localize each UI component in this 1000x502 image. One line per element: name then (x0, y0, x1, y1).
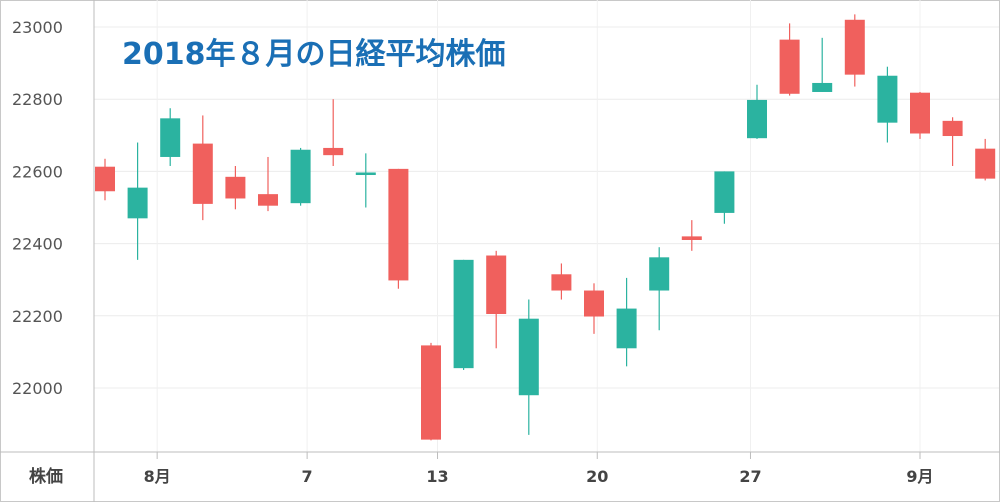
candle (942, 117, 963, 166)
x-tick-label: 13 (426, 467, 448, 486)
candle-body (584, 290, 604, 317)
candle-body (681, 236, 702, 240)
candle (453, 259, 474, 370)
candle-body (290, 149, 311, 204)
candle-body (453, 259, 474, 369)
candles (95, 14, 996, 441)
candle (910, 91, 930, 139)
candle (616, 277, 637, 367)
y-tick-label: 22000 (12, 379, 63, 398)
candle-body (421, 345, 441, 440)
x-tick-label: 20 (586, 467, 608, 486)
candle (421, 342, 441, 441)
candle (649, 247, 670, 331)
candle-body (714, 171, 735, 213)
candle (779, 23, 800, 96)
candle (486, 250, 507, 349)
candle-body (779, 39, 800, 94)
candle (225, 165, 246, 210)
x-tick-label: 7 (302, 467, 313, 486)
candle (127, 142, 148, 260)
candle-body (649, 257, 670, 291)
candle (877, 66, 898, 143)
candle-body (127, 187, 148, 219)
candle-body (975, 148, 996, 179)
candle (388, 168, 409, 289)
candle-body (747, 99, 767, 139)
candle-body (942, 120, 963, 137)
candle (747, 84, 767, 139)
x-tick-label: 9月 (906, 467, 933, 486)
candle-body (388, 168, 409, 281)
candle (290, 147, 311, 206)
y-tick-label: 22200 (12, 307, 63, 326)
y-axis: 22000 22200 22400 22600 22800 23000 (12, 18, 63, 398)
y-tick-label: 22400 (12, 235, 63, 254)
candle-body (812, 82, 833, 92)
candle (518, 299, 539, 435)
candle-body (192, 143, 213, 204)
y-tick-label: 23000 (12, 18, 63, 37)
candle-body (95, 166, 115, 192)
candle (681, 220, 702, 251)
x-tick-label: 27 (739, 467, 761, 486)
candle (160, 108, 181, 166)
x-axis: 8月 7 13 20 27 9月 (144, 452, 934, 486)
series-legend-label: 株価 (29, 466, 63, 487)
candle-body (160, 118, 181, 157)
x-tick-label: 8月 (144, 467, 171, 486)
grid-lines (94, 0, 999, 452)
candle-body (518, 318, 539, 396)
candle-body (258, 194, 278, 206)
candle-body (844, 19, 865, 75)
candle-body (551, 274, 572, 291)
candle (584, 283, 604, 334)
chart-title: 2018年８月の日経平均株価 (122, 37, 506, 72)
candle (551, 263, 572, 300)
candle (323, 99, 344, 166)
candle (844, 14, 865, 87)
candle (258, 156, 278, 212)
y-tick-label: 22600 (12, 162, 63, 181)
candle-body (355, 172, 376, 176)
candle-body (910, 92, 930, 134)
candle (975, 138, 996, 181)
candle-body (225, 176, 246, 199)
candle (192, 115, 213, 221)
candle-body (877, 75, 898, 123)
candle-body (486, 255, 507, 314)
y-tick-label: 22800 (12, 90, 63, 109)
candle (95, 158, 115, 201)
candle-body (323, 147, 344, 156)
candle-body (616, 308, 637, 349)
candle (812, 37, 833, 92)
candle (714, 171, 735, 224)
candle (355, 153, 376, 208)
